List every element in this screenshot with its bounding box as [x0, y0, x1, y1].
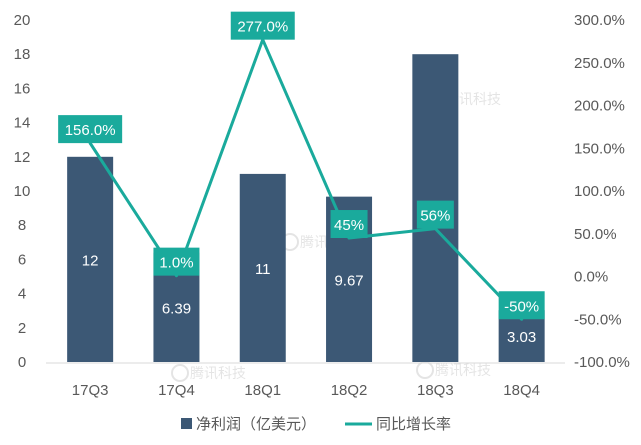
- x-tick-label: 18Q4: [503, 382, 540, 399]
- line-label-box: [58, 115, 123, 144]
- line-label-text: 56%: [420, 208, 450, 225]
- left-tick-label: 8: [18, 217, 26, 234]
- right-tick-label: 0.0%: [574, 269, 608, 286]
- bar-value-label: 9.67: [334, 272, 363, 289]
- x-tick-label: 18Q3: [417, 382, 454, 399]
- line-data-labels: 156.0% 1.0% 277.0% 45% 56% -50%: [58, 11, 545, 320]
- left-tick-label: 6: [18, 251, 26, 268]
- x-axis: 17Q3 17Q4 18Q1 18Q2 18Q3 18Q4: [46, 362, 565, 399]
- left-tick-label: 14: [14, 115, 31, 132]
- line-value-label: -50%: [498, 291, 545, 320]
- bar-value-label: 12: [82, 252, 99, 269]
- watermark-logo-icon: [171, 364, 189, 382]
- x-tick-label: 17Q4: [158, 382, 195, 399]
- left-tick-label: 0: [18, 354, 26, 371]
- line-value-label: 1.0%: [153, 247, 200, 276]
- right-tick-label: 250.0%: [574, 55, 625, 72]
- x-tick-label: 17Q3: [72, 382, 109, 399]
- right-y-axis: -100.0% -50.0% 0.0% 50.0% 100.0% 150.0% 200.0%…: [574, 12, 630, 371]
- right-tick-label: 300.0%: [574, 12, 625, 29]
- legend: 净利润（亿美元） 同比增长率: [181, 416, 451, 433]
- legend-swatch-bar-icon: [181, 418, 192, 429]
- left-tick-label: 16: [14, 80, 31, 97]
- line-label-text: 1.0%: [159, 255, 193, 272]
- line-label-text: 45%: [334, 217, 364, 234]
- watermark: 腾讯科技: [416, 361, 491, 379]
- right-tick-label: 50.0%: [574, 226, 617, 243]
- line-label-box: [498, 291, 545, 320]
- watermark-text: 腾讯科技: [190, 365, 246, 381]
- bar-value-label: 3.03: [507, 329, 536, 346]
- left-tick-label: 18: [14, 46, 31, 63]
- legend-item-net-profit: 净利润（亿美元）: [181, 416, 316, 433]
- legend-label: 同比增长率: [376, 416, 451, 433]
- line-label-text: 156.0%: [65, 122, 116, 139]
- watermark: 腾讯科技: [171, 364, 246, 382]
- bar-value-label: 11: [255, 261, 271, 278]
- right-tick-label: 200.0%: [574, 98, 625, 115]
- legend-item-growth-rate: 同比增长率: [345, 416, 451, 433]
- x-tick-label: 18Q1: [244, 382, 281, 399]
- watermark-text: 腾讯科技: [435, 362, 491, 378]
- right-tick-label: 100.0%: [574, 183, 625, 200]
- x-tick-label: 18Q2: [331, 382, 368, 399]
- left-tick-label: 10: [14, 183, 31, 200]
- line-label-text: -50%: [504, 298, 539, 315]
- left-tick-label: 12: [14, 149, 31, 166]
- watermark-logo-icon: [416, 361, 434, 379]
- right-tick-label: -100.0%: [574, 354, 630, 371]
- right-tick-label: -50.0%: [574, 311, 622, 328]
- line-value-label: 56%: [416, 200, 454, 229]
- line-label-box: [416, 200, 454, 229]
- bar-17Q3: [67, 156, 114, 362]
- bar-data-labels: 12 6.39 11 9.67 3.03: [82, 252, 536, 346]
- watermark-text: 腾讯科技: [445, 91, 501, 107]
- legend-label: 净利润（亿美元）: [196, 416, 316, 433]
- line-label-text: 277.0%: [237, 19, 288, 36]
- left-tick-label: 4: [18, 286, 26, 303]
- bar-18Q1: [239, 173, 286, 362]
- left-y-axis: 0 2 4 6 8 10 12 14 16 18 20: [14, 12, 31, 371]
- right-tick-label: 150.0%: [574, 140, 625, 157]
- bar-value-label: 6.39: [162, 300, 191, 317]
- line-value-label: 277.0%: [230, 11, 295, 40]
- line-value-label: 45%: [330, 210, 368, 239]
- line-label-box: [230, 11, 295, 40]
- left-tick-label: 20: [14, 12, 31, 29]
- line-value-label: 156.0%: [58, 115, 123, 144]
- line-label-box: [153, 247, 200, 276]
- left-tick-label: 2: [18, 320, 26, 337]
- line-label-box: [330, 210, 368, 239]
